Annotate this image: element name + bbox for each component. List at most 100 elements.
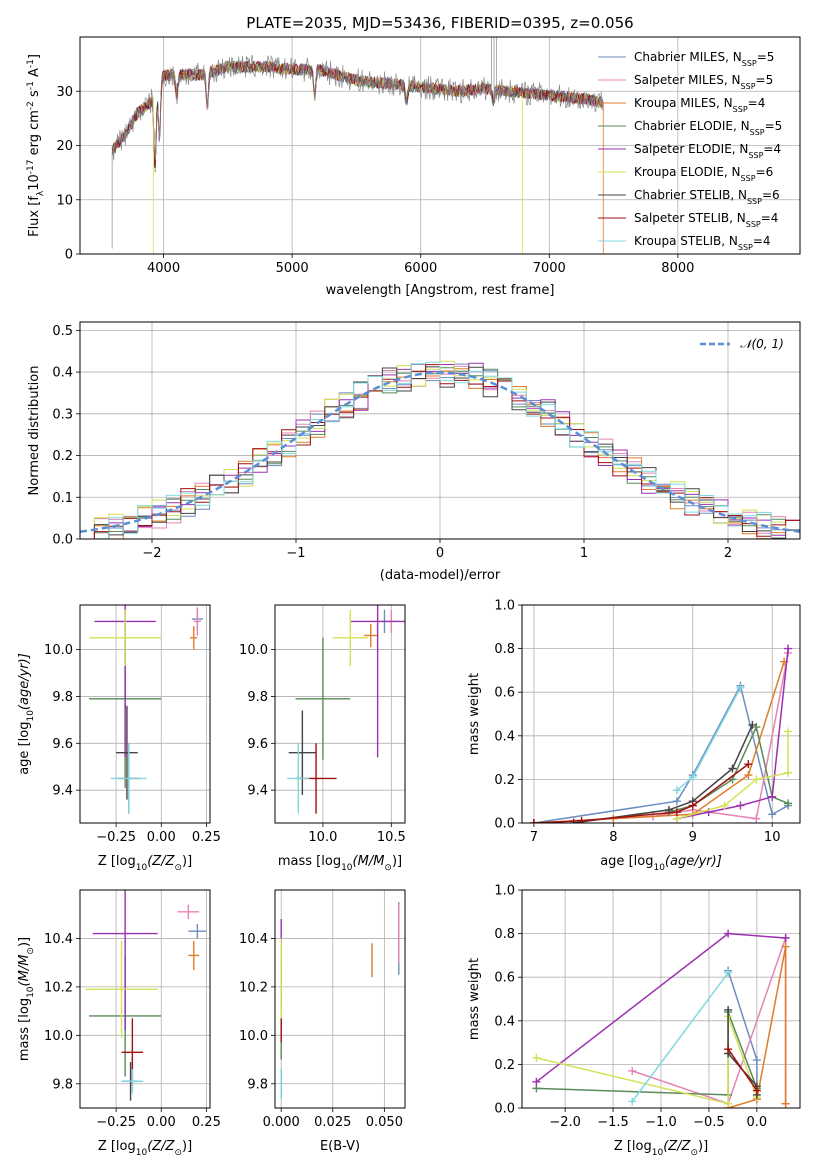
weight-point xyxy=(728,764,737,773)
y-tick-label: 1.0 xyxy=(494,884,515,899)
x-axis-label: Z [log10(Z/Z⊙)] xyxy=(614,1139,708,1158)
axes-frame xyxy=(274,604,406,824)
y-tick-label: 0.6 xyxy=(494,971,515,986)
x-axis-label: Z [log10(Z/Z⊙)] xyxy=(98,854,192,873)
weight-line xyxy=(727,946,787,1108)
y-tick-label: 9.8 xyxy=(247,1077,268,1092)
legend-label: Salpeter STELIB, NSSP=4 xyxy=(634,211,778,229)
weight-point xyxy=(672,786,681,795)
weight-point xyxy=(784,768,793,777)
plot-area xyxy=(80,360,800,539)
legend-label: Chabrier ELODIE, NSSP=5 xyxy=(634,119,782,137)
y-tick-label: 10.4 xyxy=(239,932,268,947)
y-axis-label: age [log10(age/yr)] xyxy=(17,653,36,775)
weight-point xyxy=(724,968,733,977)
legend-label: Kroupa STELIB, NSSP=4 xyxy=(634,234,771,252)
plot-area xyxy=(280,902,400,1099)
y-tick-label: 0.8 xyxy=(494,927,515,942)
x-tick-label: 4000 xyxy=(147,261,180,276)
legend-label: Kroupa MILES, NSSP=4 xyxy=(634,96,765,114)
x-axis-label: (data-model)/error xyxy=(380,568,501,583)
plot-area xyxy=(89,605,203,814)
y-axis-label: mass weight xyxy=(467,958,482,1040)
axes-frame xyxy=(521,889,801,1109)
y-tick-label: 10.0 xyxy=(44,1029,73,1044)
x-tick-label: 10.0 xyxy=(308,830,337,845)
x-axis-label: E(B-V) xyxy=(320,1139,360,1154)
y-tick-label: 9.4 xyxy=(247,784,268,799)
svg-text:age [log10(age/yr)]: age [log10(age/yr)] xyxy=(600,854,722,873)
y-tick-label: 9.8 xyxy=(52,690,73,705)
weight-point xyxy=(688,773,697,782)
svg-text:Z [log10(Z/Z⊙)]: Z [log10(Z/Z⊙)] xyxy=(98,1139,192,1158)
spectrum-line xyxy=(111,55,604,161)
weight-point xyxy=(784,644,793,653)
y-tick-label: 10.0 xyxy=(239,643,268,658)
residual-histogram xyxy=(80,361,800,539)
weight-point xyxy=(781,942,790,951)
weight-point xyxy=(748,720,757,729)
y-tick-label: 9.6 xyxy=(247,737,268,752)
x-tick-label: 0.25 xyxy=(192,1115,221,1130)
y-tick-label: 10.2 xyxy=(239,980,268,995)
weight-point xyxy=(768,792,777,801)
y-tick-label: 10.4 xyxy=(44,932,73,947)
weight-point xyxy=(672,808,681,817)
x-tick-label: 0 xyxy=(436,546,444,561)
y-tick-label: 20 xyxy=(56,139,73,154)
axes-frame xyxy=(274,889,406,1109)
x-tick-label: 10 xyxy=(764,830,781,845)
x-tick-label: 0.000 xyxy=(263,1115,300,1130)
weight-vs-age-panel: 7 8 9 10 0.0 0.2 0.4 0.6 0.8 1.0 age [log10(age/yr… xyxy=(467,599,801,873)
plot-area xyxy=(85,890,207,1101)
x-tick-label: 8000 xyxy=(661,261,694,276)
svg-text:Flux [fλ10-17 erg cm-2 s-1 A-1: Flux [fλ10-17 erg cm-2 s-1 A-1] xyxy=(26,54,46,237)
y-tick-label: 30 xyxy=(56,85,73,100)
y-tick-label: 9.8 xyxy=(247,690,268,705)
y-tick-label: 9.6 xyxy=(52,737,73,752)
y-tick-label: 0.4 xyxy=(494,729,515,744)
svg-text:mass [log10(M/M⊙)]: mass [log10(M/M⊙)] xyxy=(17,937,36,1061)
plot-area xyxy=(287,605,405,814)
weight-point xyxy=(724,1005,733,1014)
y-axis-label: mass weight xyxy=(467,673,482,755)
legend-label: Chabrier MILES, NSSP=5 xyxy=(634,50,774,68)
x-tick-label: 6000 xyxy=(404,261,437,276)
gaussian-curve xyxy=(80,371,800,533)
svg-text:Z [log10(Z/Z⊙)]: Z [log10(Z/Z⊙)] xyxy=(614,1139,708,1158)
weight-point xyxy=(720,801,729,810)
y-tick-label: 0 xyxy=(65,248,73,263)
x-tick-label: −0.5 xyxy=(693,1115,725,1130)
weight-point xyxy=(781,1099,790,1108)
y-tick-label: 0.4 xyxy=(52,366,73,381)
x-tick-label: 1 xyxy=(580,546,588,561)
x-tick-label: 7 xyxy=(530,830,538,845)
y-tick-label: 0.1 xyxy=(52,491,73,506)
y-tick-label: 10.0 xyxy=(239,1029,268,1044)
weight-point xyxy=(569,819,578,823)
x-axis-label: Z [log10(Z/Z⊙)] xyxy=(98,1139,192,1158)
axes-frame xyxy=(79,321,801,540)
y-tick-label: 0.8 xyxy=(494,642,515,657)
y-tick-label: 9.4 xyxy=(52,784,73,799)
weight-point xyxy=(744,771,753,780)
svg-text:age [log10(age/yr)]: age [log10(age/yr)] xyxy=(17,653,36,775)
y-tick-label: 9.8 xyxy=(52,1077,73,1092)
y-tick-label: 10.0 xyxy=(44,643,73,658)
legend-label: Chabrier STELIB, NSSP=6 xyxy=(634,188,780,206)
weight-point xyxy=(532,1077,541,1086)
svg-text:E(B-V): E(B-V) xyxy=(320,1139,360,1154)
y-axis-label: Flux [fλ10-17 erg cm-2 s-1 A-1] xyxy=(26,54,46,237)
y-tick-label: 0.2 xyxy=(494,773,515,788)
weight-point xyxy=(672,797,681,806)
weight-point xyxy=(768,810,777,819)
weight-point xyxy=(736,801,745,810)
weight-point xyxy=(781,933,790,942)
x-tick-label: 0.025 xyxy=(314,1115,351,1130)
weight-point xyxy=(784,799,793,808)
y-tick-label: 0.2 xyxy=(52,449,73,464)
x-tick-label: 8 xyxy=(609,830,617,845)
weight-vs-metallicity-panel: −2.0 −1.5 −1.0 −0.5 0.0 0.0 0.2 0.4 0.6 0.8 1.0 Z [… xyxy=(467,884,801,1158)
y-axis-label: mass [log10(M/M⊙)] xyxy=(17,937,36,1061)
axes-frame xyxy=(79,36,801,255)
